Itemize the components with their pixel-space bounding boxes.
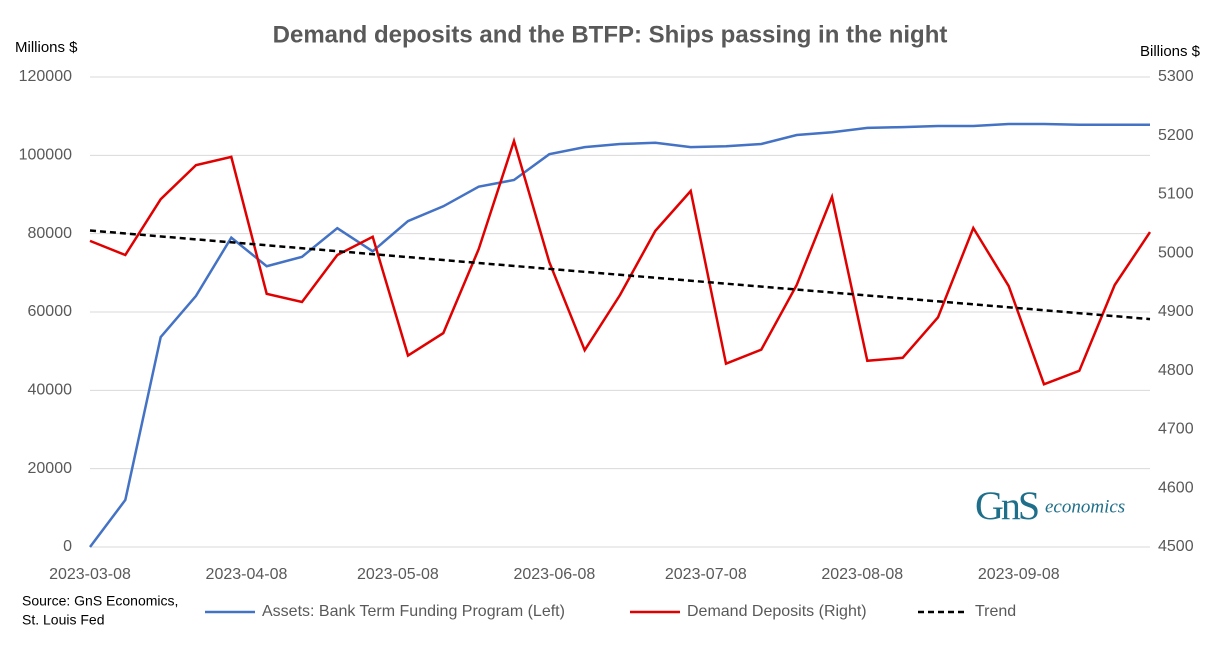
y-tick-label: 40000	[28, 382, 73, 399]
y2-tick-label: 4900	[1158, 303, 1194, 320]
source: Source: GnS Economics,	[22, 593, 178, 609]
y2-tick-label: 4800	[1158, 362, 1194, 379]
y2-tick-label: 5100	[1158, 186, 1194, 203]
x-tick-label: 2023-07-08	[665, 566, 747, 583]
y-tick-label: 60000	[28, 303, 73, 320]
x-tick-label: 2023-04-08	[206, 566, 288, 583]
y2-tick-label: 5000	[1158, 244, 1194, 261]
legend-label: Trend	[975, 603, 1016, 620]
y2-tick-label: 5200	[1158, 127, 1194, 144]
y-tick-label: 80000	[28, 225, 73, 242]
y-tick-label: 120000	[19, 68, 72, 85]
source: St. Louis Fed	[22, 612, 105, 628]
chart-title: Demand deposits and the BTFP: Ships pass…	[273, 21, 948, 48]
y-tick-label: 0	[63, 538, 72, 555]
series-line	[89, 136, 1152, 386]
y2-tick-label: 4700	[1158, 421, 1194, 438]
series-line	[89, 229, 1151, 321]
y-axis-label: Millions $	[15, 39, 78, 56]
y2-tick-label: 4500	[1158, 538, 1194, 555]
y2-tick-label: 5300	[1158, 68, 1194, 85]
x-tick-label: 2023-03-08	[49, 566, 131, 583]
logo-text: economics	[1045, 496, 1125, 517]
x-tick-label: 2023-05-08	[357, 566, 439, 583]
legend-label: Assets: Bank Term Funding Program (Left)	[262, 603, 565, 620]
y2-tick-label: 4600	[1158, 479, 1194, 496]
x-tick-label: 2023-09-08	[978, 566, 1060, 583]
y2-axis-label: Billions $	[1140, 43, 1201, 60]
x-tick-label: 2023-06-08	[513, 566, 595, 583]
series-line	[89, 122, 1150, 548]
legend-label: Demand Deposits (Right)	[687, 603, 867, 620]
y-tick-label: 20000	[28, 460, 73, 477]
logo-mark: GnS	[975, 483, 1038, 528]
x-tick-label: 2023-08-08	[821, 566, 903, 583]
y-tick-label: 100000	[19, 147, 72, 164]
